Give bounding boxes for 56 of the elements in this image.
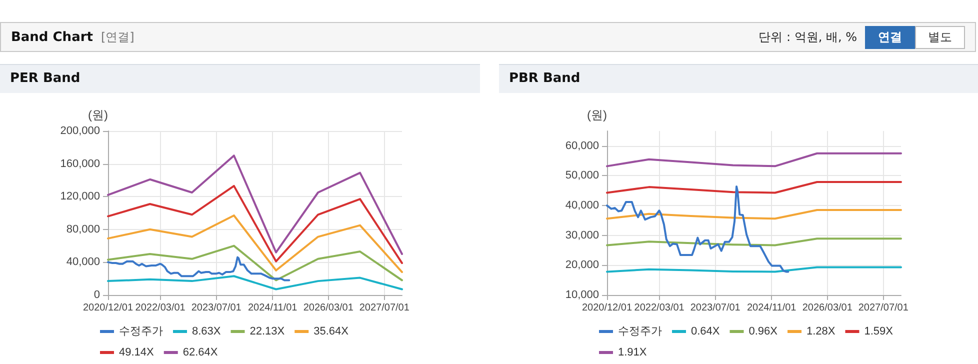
- line-series: [107, 256, 290, 282]
- legend-label: 수정주가: [119, 326, 163, 338]
- line-series: [107, 214, 403, 274]
- legend-label: 1.91X: [618, 346, 648, 358]
- legend-label: 1.59X: [864, 326, 894, 338]
- x-tick-label: 2022/03/01: [135, 302, 186, 314]
- y-tick-label: 120,000: [60, 190, 100, 203]
- legend-label: 0.96X: [748, 326, 778, 338]
- y-axis-title: (원): [88, 108, 108, 122]
- chart-title: PER Band: [0, 64, 480, 93]
- x-tick-label: 2020/12/01: [82, 302, 134, 314]
- x-tick-label: 2023/07/01: [191, 302, 242, 314]
- line-series: [107, 154, 403, 255]
- legend-label: 62.64X: [182, 346, 218, 358]
- line-series: [606, 152, 902, 168]
- x-tick-label: 2027/07/01: [858, 302, 909, 314]
- x-tick-label: 2026/03/01: [802, 302, 853, 314]
- x-tick-label: 2027/07/01: [359, 302, 410, 314]
- line-series: [107, 244, 403, 282]
- y-tick-label: 0: [94, 289, 100, 301]
- line-series: [606, 209, 902, 220]
- legend-label: 0.64X: [691, 326, 720, 338]
- y-tick-label: 30,000: [565, 229, 599, 242]
- line-series: [606, 185, 790, 273]
- chart-title: PBR Band: [499, 64, 978, 93]
- legend-label: 49.14X: [119, 346, 155, 358]
- legend-label: 8.63X: [192, 326, 222, 338]
- y-tick-label: 80,000: [66, 223, 100, 236]
- text: 단위 : 억원, 배, %: [758, 28, 857, 46]
- x-tick-label: 2024/11/01: [746, 302, 797, 314]
- y-tick-label: 40,000: [565, 200, 599, 212]
- text: [연결]: [100, 28, 134, 46]
- text: Band Chart: [11, 30, 93, 44]
- y-tick-label: 10,000: [565, 289, 599, 301]
- line-series: [606, 238, 902, 246]
- line-series: [107, 184, 403, 264]
- y-tick-label: 200,000: [60, 125, 100, 137]
- legend-label: 1.28X: [806, 326, 836, 338]
- x-tick-label: 2022/03/01: [634, 302, 685, 314]
- legend-label: 35.64X: [314, 326, 350, 338]
- text: 연결: [865, 26, 915, 48]
- y-tick-label: 20,000: [565, 259, 599, 272]
- text: 별도: [915, 26, 965, 48]
- y-tick-label: 60,000: [565, 140, 599, 152]
- x-tick-label: 2020/12/01: [582, 302, 632, 314]
- y-tick-label: 160,000: [60, 158, 100, 170]
- legend-label: 22.13X: [250, 326, 286, 338]
- y-tick-label: 40,000: [66, 256, 100, 268]
- legend-label: 수정주가: [618, 326, 662, 338]
- x-tick-label: 2024/11/01: [248, 302, 298, 314]
- x-tick-label: 2023/07/01: [690, 302, 741, 314]
- line-series: [107, 275, 403, 290]
- y-axis-title: (원): [587, 108, 607, 122]
- line-series: [606, 180, 902, 194]
- y-tick-label: 50,000: [565, 170, 599, 182]
- x-tick-label: 2026/03/01: [303, 302, 354, 314]
